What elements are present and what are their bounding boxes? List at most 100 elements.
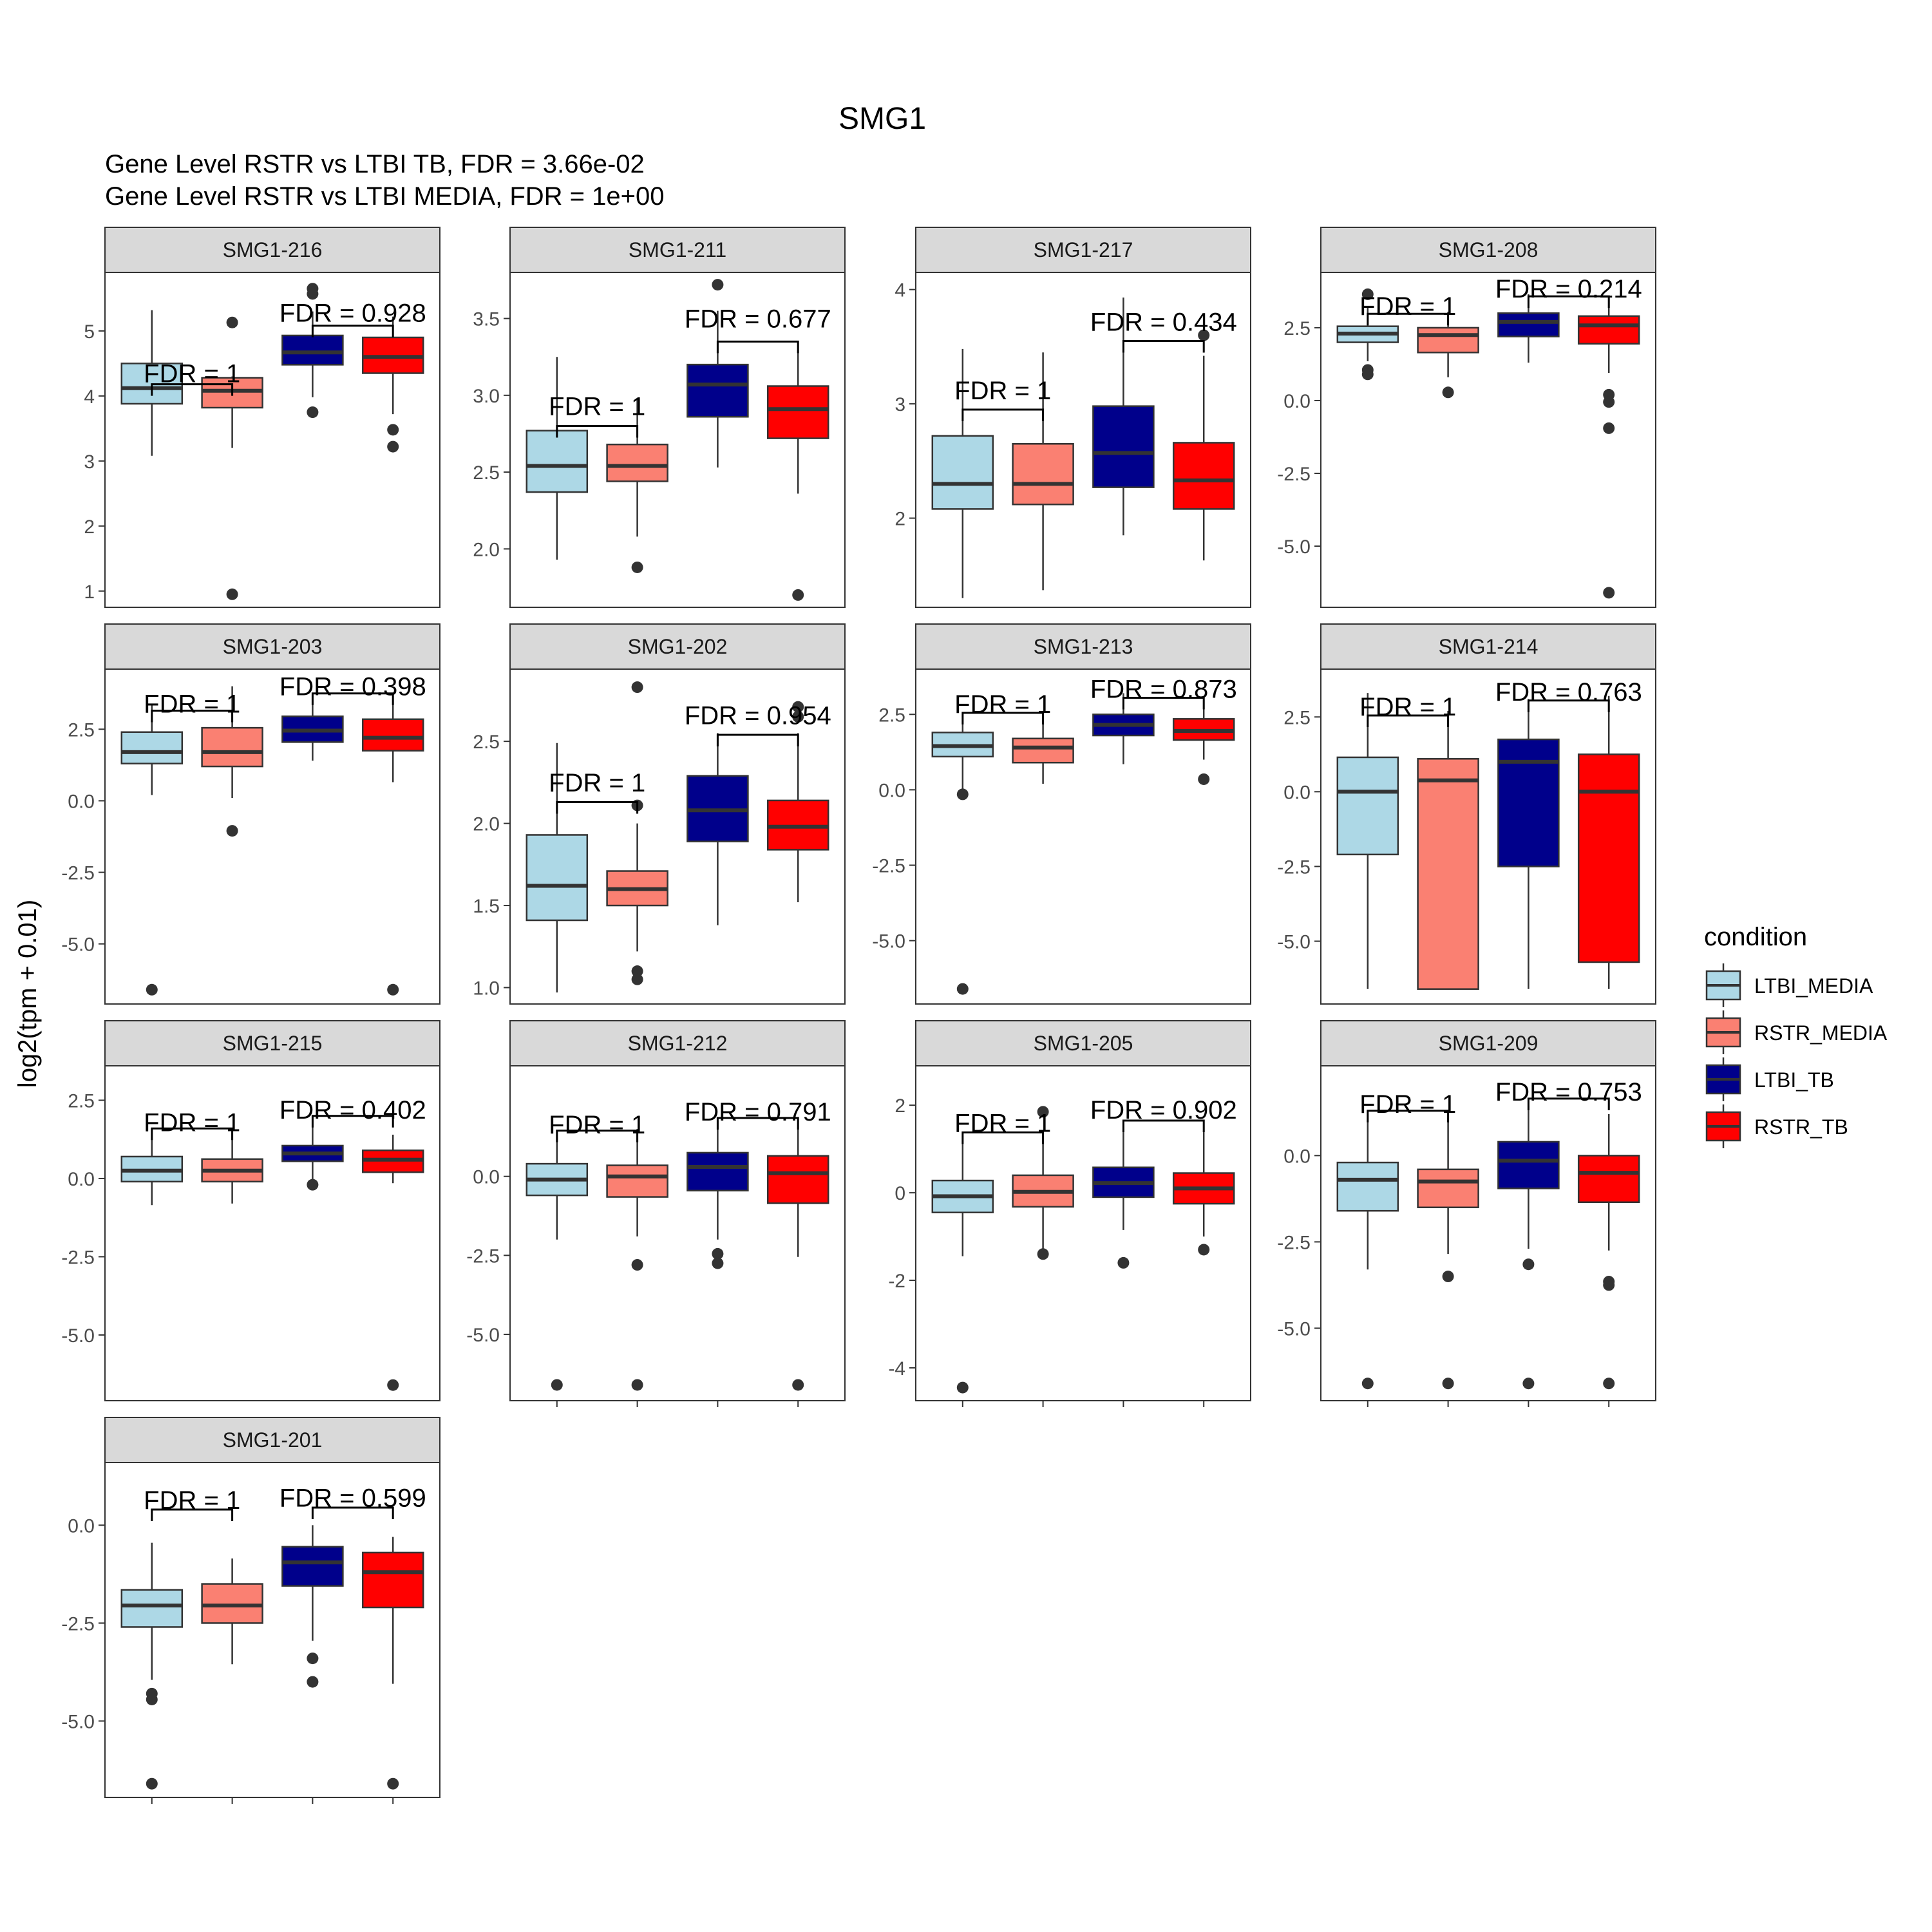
outlier-point [1603,396,1615,408]
box-rstr-tb [361,1537,424,1790]
box-ltbi-media [1336,288,1399,381]
outlier-point [631,965,643,978]
comparison-fdr-label: FDR = 1 [954,377,1051,405]
outlier-point [631,973,643,985]
comparison-bracket [716,340,799,354]
comparison-bracket [151,1127,234,1141]
comparison-bracket [1122,1119,1205,1132]
box-iqr [120,731,184,764]
outlier-point [1037,1106,1049,1118]
comparison-bracket [151,709,234,723]
outlier-point [1603,587,1615,599]
box-ltbi-tb [687,1121,749,1269]
comparison-fdr-label: FDR = 1 [954,1109,1051,1137]
box-iqr [606,1164,668,1198]
panel-border [915,1065,1251,1401]
outlier-point [1198,329,1210,341]
box-iqr [1012,737,1074,764]
comparison-bracket [716,1117,799,1130]
outlier-point [956,1381,969,1394]
panel-border [104,1462,440,1798]
y-tick-label: 2.5 [68,1090,95,1112]
comparison-fdr-label: FDR = 0.873 [1090,675,1237,703]
facet-panel: SMG1-209 -5.0 -2.5 0.0 FDR = 1 FDR = 0.753 [1277,1020,1656,1407]
comparison-bracket [556,800,639,814]
panel-border [104,668,440,1005]
box-iqr [201,726,263,768]
y-tick-label: 2.0 [473,814,500,835]
outlier-point [1361,1378,1374,1390]
outlier-point [1522,1258,1535,1271]
facet-panel: SMG1-213 -5.0 -2.5 0.0 2.5 FDR = 1 FDR = 0.873 [872,623,1251,1005]
chart-subtitle-line-1: Gene Level RSTR vs LTBI TB, FDR = 3.66e-… [105,150,645,178]
outlier-point [551,1379,563,1391]
box-rstr-media [606,398,668,573]
box-iqr [281,334,344,366]
comparison-fdr-label: FDR = 0.753 [1495,1078,1642,1106]
comparison-bracket [1527,295,1610,308]
comparison-fdr-label: FDR = 1 [549,393,645,421]
facet-strip [915,227,1251,273]
box-ltbi-tb [1497,1105,1560,1390]
facet-strip [915,623,1251,670]
y-tick-label: -5.0 [872,931,905,952]
legend-entry-label: RSTR_TB [1754,1115,1848,1139]
box-iqr [1577,1155,1640,1204]
box-ltbi-tb [281,1115,344,1191]
box-rstr-media [201,686,263,837]
box-ltbi-media [526,743,589,993]
box-ltbi-media [931,714,994,995]
box-iqr [766,1155,829,1204]
panel-border [104,1065,440,1401]
y-tick-label: 3.5 [473,309,500,330]
legend-entry-label: LTBI_MEDIA [1754,974,1873,998]
y-tick-label: 0.0 [1283,782,1311,803]
outlier-point [307,406,319,419]
y-tick-label: 2.5 [473,732,500,753]
facet-strip-label: SMG1-205 [1034,1032,1133,1055]
y-tick-label: 2.5 [1283,318,1311,339]
facet-strip-label: SMG1-217 [1034,238,1133,261]
comparison-bracket [311,692,394,705]
outlier-point [792,701,804,713]
box-rstr-media [1012,1106,1074,1260]
box-rstr-tb [1577,696,1640,989]
outlier-point [1442,1271,1454,1283]
comparison-fdr-label: FDR = 0.402 [279,1096,426,1124]
outlier-point [387,1379,399,1391]
box-iqr [526,430,589,493]
y-tick-label: -2.5 [466,1245,500,1267]
y-tick-label: 2 [84,516,95,538]
facet-strip [104,623,440,670]
box-iqr [766,385,829,439]
comparison-bracket [1367,312,1450,326]
y-tick-label: 0 [895,1183,905,1204]
comparison-bracket [1122,697,1205,710]
outlier-point [226,588,238,600]
outlier-point [712,279,724,291]
outlier-point [226,316,238,328]
y-tick-label: 0.0 [878,780,905,801]
comparison-fdr-label: FDR = 0.928 [279,299,426,328]
box-rstr-tb [361,316,424,453]
comparison-bracket [1367,714,1450,727]
y-tick-label: -5.0 [1277,536,1311,558]
box-rstr-media [1012,352,1074,591]
comparison-fdr-label: FDR = 0.599 [279,1484,426,1513]
box-iqr [1577,315,1640,345]
comparison-bracket [961,712,1045,724]
panel-background [105,1463,440,1797]
box-ltbi-tb [687,733,749,925]
y-tick-label: -2.5 [872,856,905,877]
y-tick-label: 0.0 [1283,391,1311,412]
y-tick-label: -4 [888,1358,905,1379]
outlier-point [956,983,969,995]
facet-strip [509,1020,846,1066]
box-iqr [526,834,589,922]
comparison-bracket [1367,1110,1450,1122]
outlier-point [792,589,804,601]
box-ltbi-tb [281,695,344,761]
legend: condition LTBI_MEDIA RSTR_MEDIA LTBI_TB RST… [1704,923,1888,1148]
comparison-bracket [311,1115,394,1128]
